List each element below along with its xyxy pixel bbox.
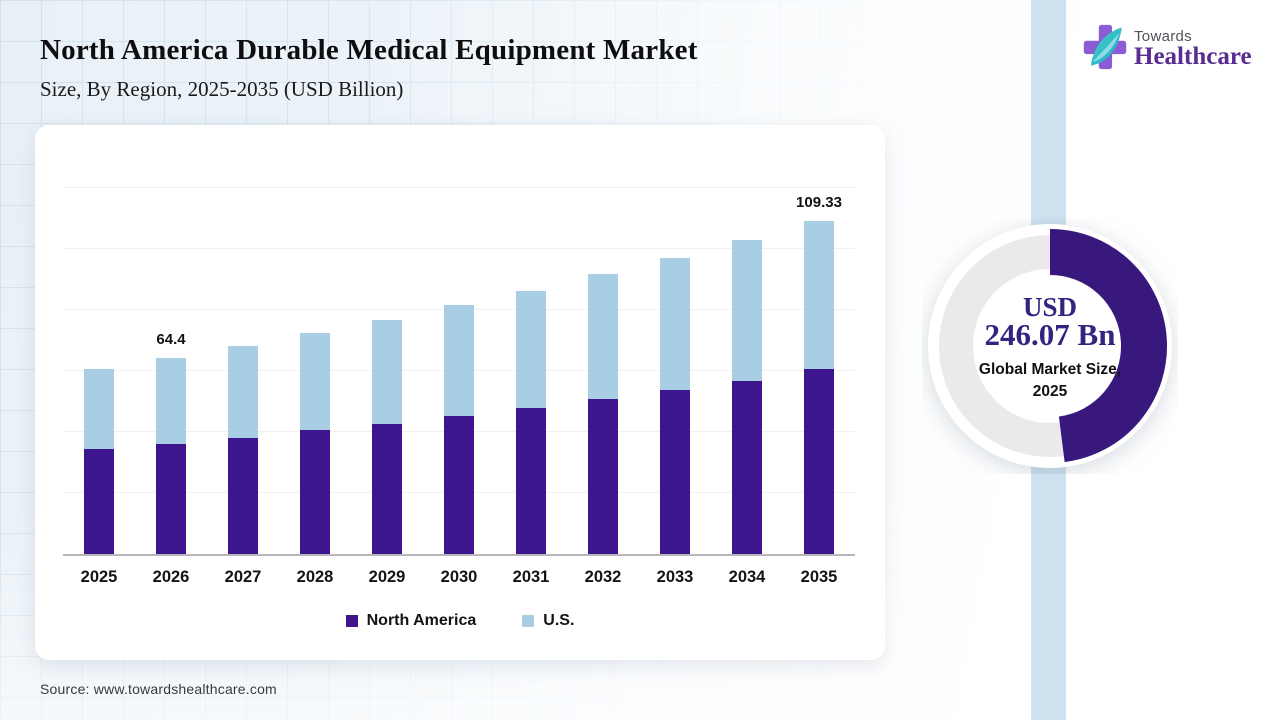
x-axis-label: 2030 [440, 568, 478, 586]
chart-legend: North America U.S. [35, 612, 885, 630]
bar-slot: 64.4 [135, 165, 207, 554]
bar-segment-north-america [660, 390, 690, 554]
bar-slot [63, 165, 135, 554]
x-axis-label: 2035 [800, 568, 838, 586]
source-attribution: Source: www.towardshealthcare.com [40, 681, 277, 697]
donut-value-currency: USD [1023, 292, 1077, 322]
bar-segment-north-america [372, 424, 402, 554]
bar-segment-u-s [300, 333, 330, 431]
bar-segment-north-america [516, 408, 546, 554]
bar-slot [423, 165, 495, 554]
stacked-bar [588, 274, 618, 554]
stacked-bar [444, 305, 474, 554]
bar-segment-u-s [660, 257, 690, 391]
bar-segment-u-s [228, 345, 258, 439]
legend-label: U.S. [543, 612, 575, 629]
logo-word-healthcare: Healthcare [1134, 43, 1252, 71]
bar-chart-card: 64.4 109.33 2025 2026 2027 2028 2029 2030 2031 2… [35, 125, 885, 660]
legend-swatch [345, 615, 358, 627]
stacked-bar [84, 368, 114, 554]
x-axis-label: 2026 [152, 568, 190, 586]
bar-value-label: 64.4 [156, 330, 186, 348]
bar-segment-north-america [84, 449, 114, 554]
bar-slot [567, 165, 639, 554]
bar-slot [711, 165, 783, 554]
bar-slot [351, 165, 423, 554]
bar-segment-u-s [372, 319, 402, 425]
x-axis-label: 2029 [368, 568, 406, 586]
donut-arc [1049, 229, 1167, 463]
bar-slot [207, 165, 279, 554]
x-axis-label: 2032 [584, 568, 622, 586]
legend-item: North America [345, 612, 477, 630]
medical-cross-leaf-icon [1082, 22, 1128, 77]
gridline [63, 248, 855, 249]
bar-segment-north-america [732, 381, 762, 554]
bar-segment-north-america [228, 438, 258, 554]
bar-segment-u-s [84, 368, 114, 450]
bar-slot [639, 165, 711, 554]
bar-segment-north-america [804, 369, 834, 554]
bar-segment-u-s [516, 290, 546, 409]
x-axis-label: 2025 [80, 568, 118, 586]
stacked-bar [516, 290, 546, 554]
x-axis-label: 2031 [512, 568, 550, 586]
x-axis-label: 2033 [656, 568, 694, 586]
donut-caption-line1: Global Market Size, [979, 361, 1121, 378]
legend-item: U.S. [522, 612, 574, 630]
chart-header: North America Durable Medical Equipment … [40, 34, 698, 102]
bar-segment-north-america [588, 399, 618, 554]
stacked-bar [156, 357, 186, 554]
x-axis-label: 2027 [224, 568, 262, 586]
stacked-bar [228, 345, 258, 554]
stacked-bar [300, 333, 330, 554]
stacked-bar [732, 239, 762, 554]
towards-healthcare-logo: Towards Healthcare [1082, 22, 1252, 77]
x-axis-label: 2028 [296, 568, 334, 586]
plot-area: 64.4 109.33 [63, 165, 855, 556]
donut-value-amount: 246.07 Bn [985, 317, 1116, 352]
bar-segment-north-america [444, 416, 474, 554]
bar-segment-u-s [804, 220, 834, 370]
page-subtitle: Size, By Region, 2025-2035 (USD Billion) [40, 77, 404, 101]
legend-swatch [522, 615, 535, 627]
stacked-bar [804, 220, 834, 554]
donut-chart: USD 246.07 Bn Global Market Size, 2025 [922, 218, 1178, 474]
donut-caption-line2: 2025 [1033, 383, 1068, 400]
logo-wordmark: Towards Healthcare [1134, 27, 1252, 71]
x-axis-labels: 2025 2026 2027 2028 2029 2030 2031 2032 2033 2034… [63, 568, 855, 587]
bar-segment-u-s [588, 274, 618, 400]
bar-slot [495, 165, 567, 554]
logo-word-towards: Towards [1134, 27, 1192, 45]
stacked-bar [660, 257, 690, 554]
bar-segment-u-s [156, 357, 186, 445]
page-title: North America Durable Medical Equipment … [40, 34, 698, 66]
bar-segment-u-s [732, 239, 762, 382]
bar-segment-north-america [156, 444, 186, 554]
x-axis-label: 2034 [728, 568, 766, 586]
bar-value-label: 109.33 [796, 193, 842, 211]
bar-segment-north-america [300, 430, 330, 554]
bar-segment-u-s [444, 305, 474, 417]
bar-slot: 109.33 [783, 165, 855, 554]
legend-label: North America [366, 612, 477, 629]
gridline [63, 187, 855, 188]
stacked-bar [372, 319, 402, 554]
bar-slot [279, 165, 351, 554]
